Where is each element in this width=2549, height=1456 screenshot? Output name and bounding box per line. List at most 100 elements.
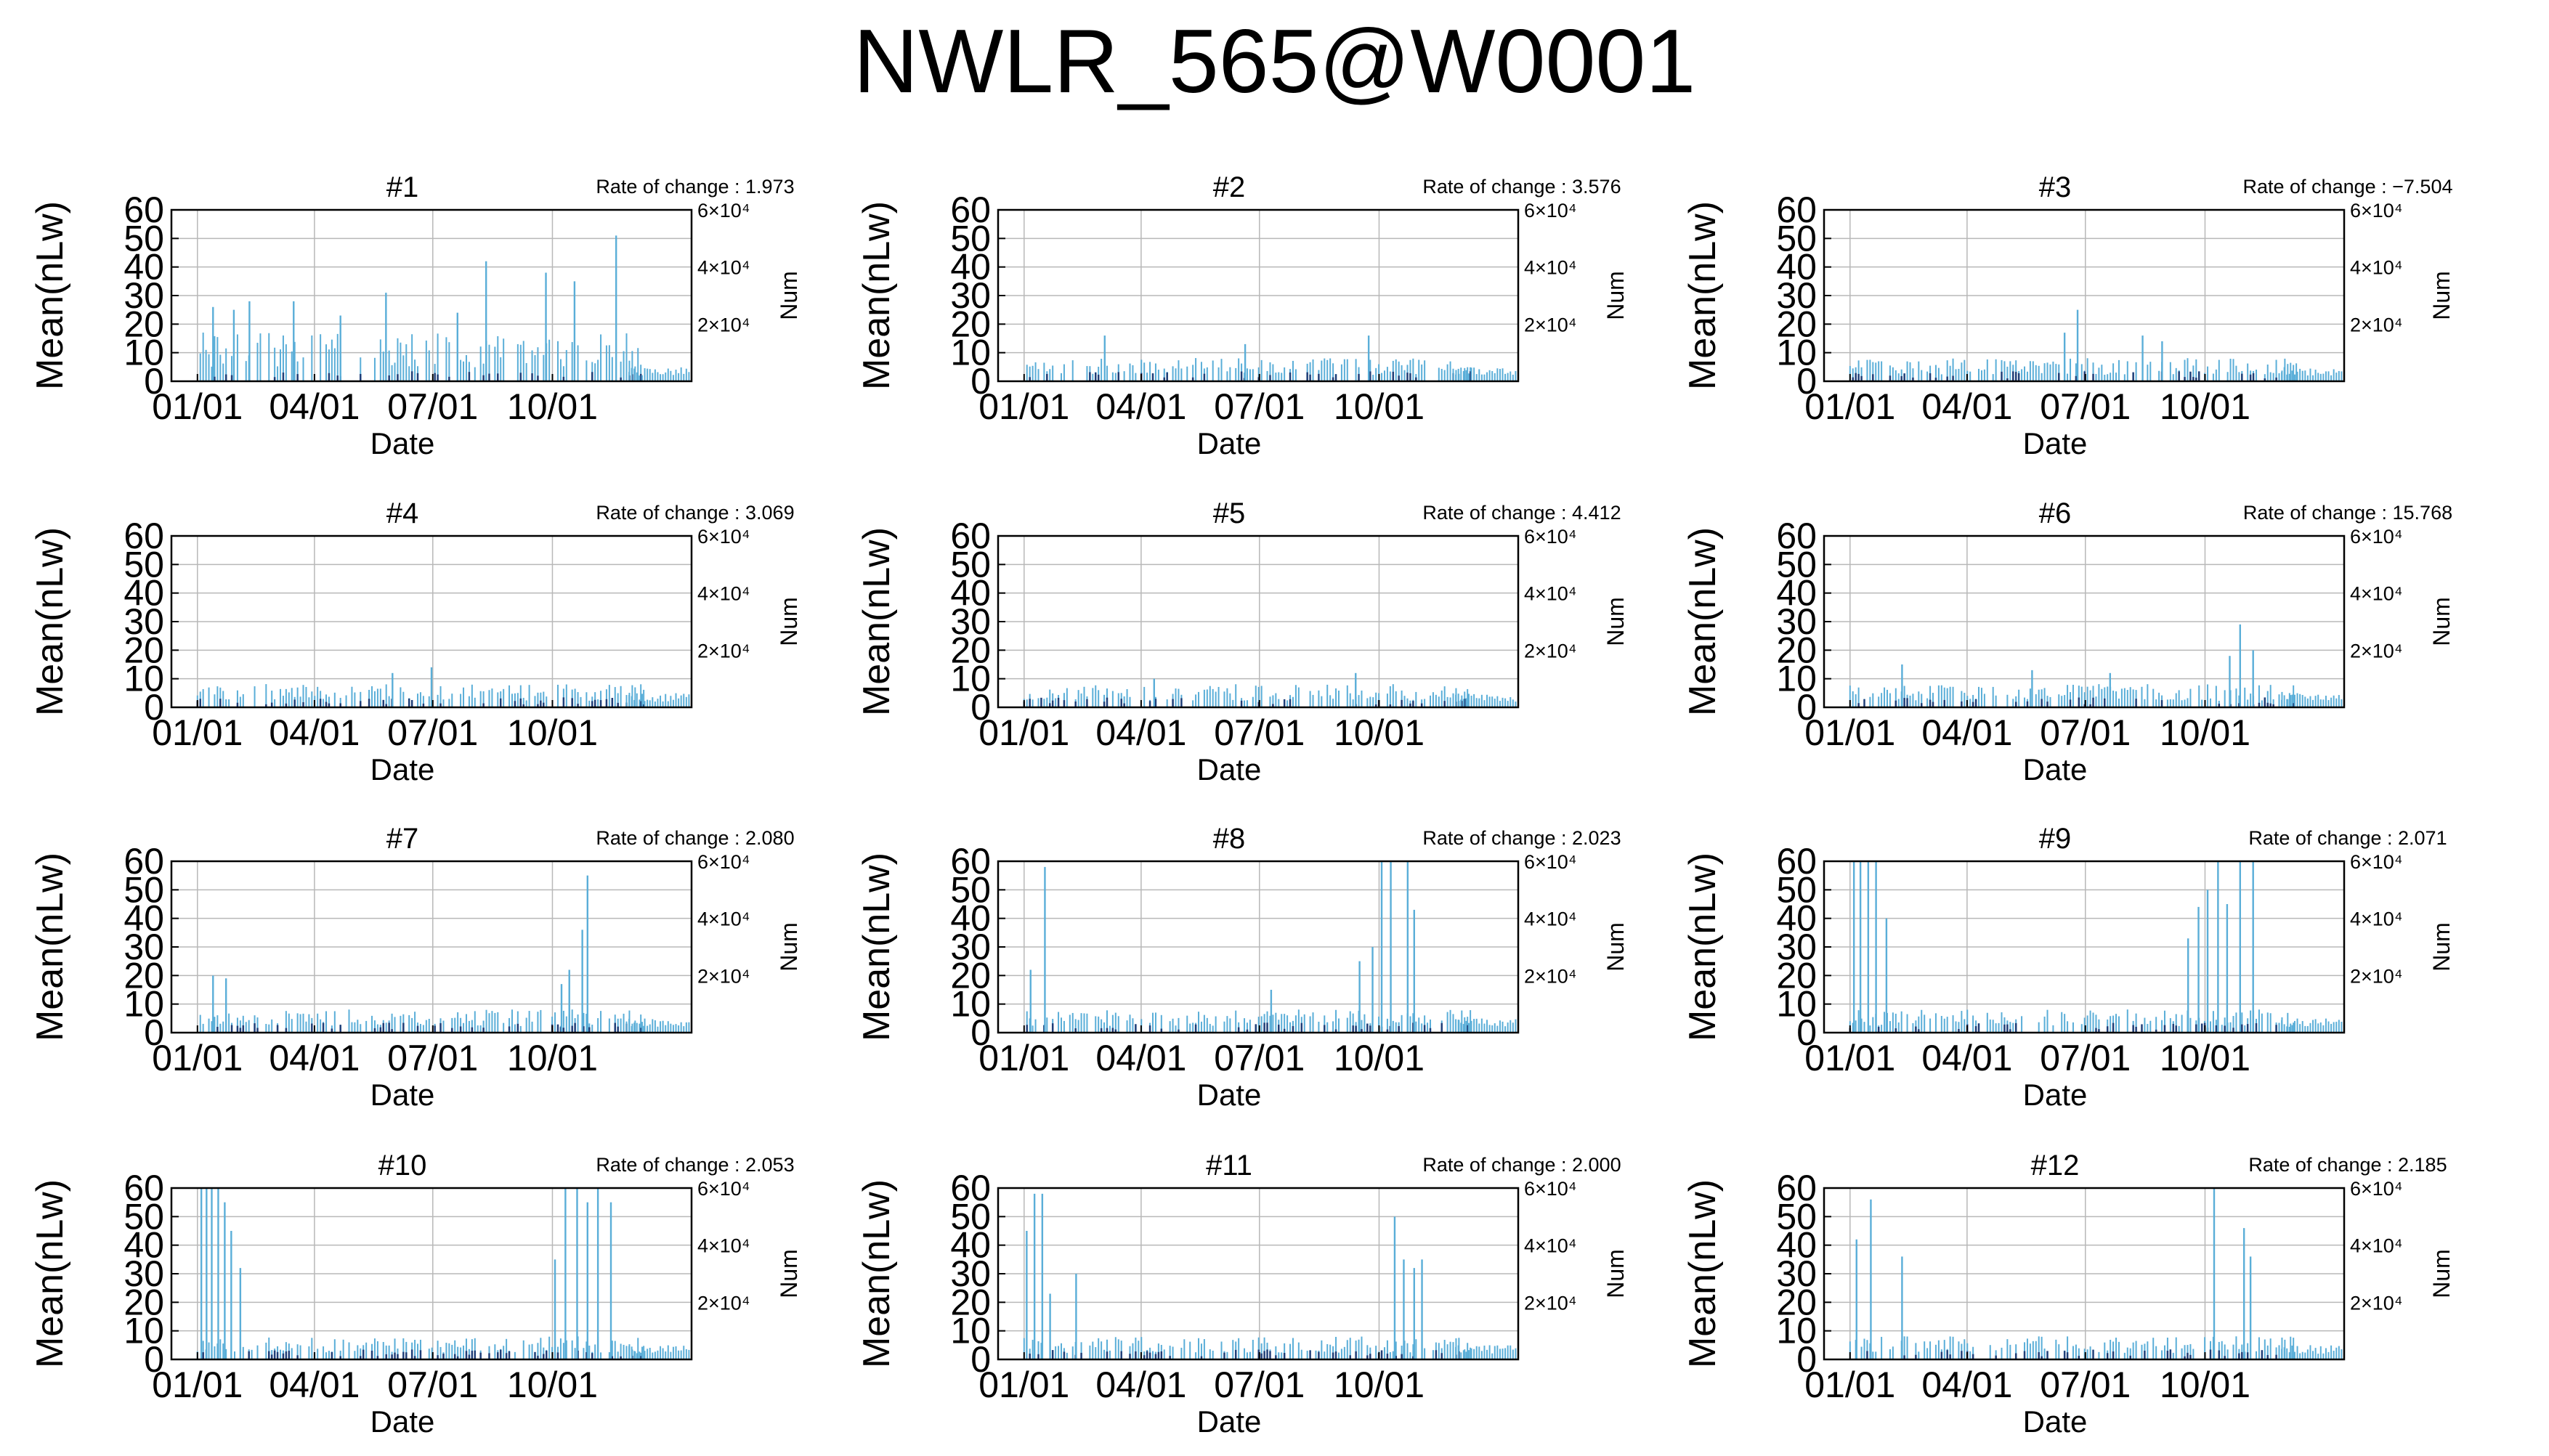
y-axis-label: Mean(nLw) [1682, 201, 1724, 390]
y2-tick-label: 6×10⁴ [1524, 851, 1576, 873]
y-axis-label: Mean(nLw) [1682, 853, 1724, 1041]
y-tick-label: 20 [123, 630, 164, 670]
rate-label: Rate of change : 3.576 [1422, 176, 1621, 198]
y-tick-label: 30 [950, 601, 991, 642]
y-tick-label: 10 [1776, 984, 1817, 1025]
y2-tick-label: 4×10⁴ [697, 1235, 750, 1257]
rate-label: Rate of change : 2.023 [1422, 827, 1621, 849]
y-tick-label: 60 [950, 841, 991, 882]
panel-title: #1 [386, 171, 419, 203]
y2-axis-label: Num [2428, 922, 2455, 972]
x-tick-label: 10/01 [2160, 712, 2250, 753]
y2-tick-label: 6×10⁴ [697, 851, 750, 873]
y-tick-label: 20 [1776, 1282, 1817, 1322]
y2-tick-label: 4×10⁴ [1524, 1235, 1576, 1257]
y-tick-label: 40 [1776, 573, 1817, 614]
x-tick-label: 04/01 [1921, 1038, 2012, 1078]
x-tick-label: 10/01 [2160, 1038, 2250, 1078]
y-axis-label: Mean(nLw) [29, 527, 71, 716]
x-tick-label: 04/01 [1921, 1365, 2012, 1405]
y-tick-label: 10 [950, 333, 991, 373]
y-axis-label: Mean(nLw) [856, 527, 898, 716]
rate-label: Rate of change : 4.412 [1422, 502, 1621, 524]
y2-tick-label: 2×10⁴ [697, 965, 750, 987]
x-tick-label: 10/01 [507, 1038, 598, 1078]
y2-tick-label: 2×10⁴ [2350, 640, 2402, 662]
y-tick-label: 60 [123, 1168, 164, 1208]
y-tick-label: 10 [123, 984, 164, 1025]
x-tick-label: 01/01 [978, 386, 1069, 427]
y2-tick-label: 6×10⁴ [697, 526, 750, 548]
y2-tick-label: 2×10⁴ [1524, 965, 1576, 987]
rate-label: Rate of change : 2.185 [2248, 1154, 2447, 1176]
x-tick-label: 10/01 [1334, 386, 1425, 427]
x-tick-label: 01/01 [1804, 386, 1895, 427]
y-tick-label: 0 [144, 687, 164, 728]
x-tick-label: 10/01 [1334, 712, 1425, 753]
x-tick-label: 07/01 [387, 1038, 478, 1078]
y2-tick-label: 4×10⁴ [2350, 257, 2402, 279]
y-tick-label: 40 [950, 573, 991, 614]
y-tick-label: 0 [1796, 687, 1817, 728]
y-tick-label: 50 [123, 1196, 164, 1237]
y2-tick-label: 4×10⁴ [1524, 908, 1576, 930]
y2-tick-label: 4×10⁴ [1524, 257, 1576, 279]
x-tick-label: 04/01 [1921, 386, 2012, 427]
y2-axis-label: Num [1602, 597, 1629, 646]
y-tick-label: 20 [1776, 955, 1817, 996]
x-tick-label: 04/01 [1095, 1038, 1186, 1078]
y-tick-label: 20 [123, 304, 164, 344]
x-tick-label: 04/01 [1095, 712, 1186, 753]
y-axis-label: Mean(nLw) [856, 201, 898, 390]
x-axis-label: Date [1197, 1404, 1262, 1439]
y-tick-label: 20 [123, 955, 164, 996]
y-tick-label: 50 [950, 544, 991, 585]
page-title: NWLR_565@W0001 [853, 12, 1696, 112]
y-tick-label: 50 [950, 869, 991, 910]
y2-tick-label: 2×10⁴ [1524, 1292, 1576, 1314]
y2-tick-label: 4×10⁴ [697, 257, 750, 279]
y-tick-label: 50 [1776, 544, 1817, 585]
panel-title: #12 [2031, 1150, 2080, 1182]
y-tick-label: 30 [1776, 275, 1817, 316]
x-tick-label: 07/01 [1214, 1365, 1305, 1405]
rate-label: Rate of change : 2.053 [596, 1154, 794, 1176]
x-tick-label: 07/01 [2040, 1365, 2131, 1405]
rate-label: Rate of change : 2.071 [2248, 827, 2447, 849]
y-tick-label: 60 [123, 190, 164, 230]
y-tick-label: 0 [1796, 1012, 1817, 1053]
y-tick-label: 30 [123, 275, 164, 316]
y-tick-label: 20 [950, 304, 991, 344]
y2-tick-label: 6×10⁴ [2350, 526, 2402, 548]
y2-tick-label: 6×10⁴ [1524, 1178, 1576, 1200]
x-tick-label: 04/01 [1095, 386, 1186, 427]
y-tick-label: 50 [950, 218, 991, 259]
y2-tick-label: 2×10⁴ [2350, 314, 2402, 335]
y2-tick-label: 6×10⁴ [697, 200, 750, 221]
x-tick-label: 07/01 [1214, 1038, 1305, 1078]
y-axis-label: Mean(nLw) [1682, 527, 1724, 716]
y2-tick-label: 6×10⁴ [1524, 526, 1576, 548]
y-tick-label: 30 [123, 927, 164, 967]
y-tick-label: 10 [1776, 333, 1817, 373]
y2-axis-label: Num [776, 1249, 802, 1298]
y2-tick-label: 6×10⁴ [697, 1178, 750, 1200]
y-tick-label: 40 [950, 898, 991, 939]
y2-tick-label: 2×10⁴ [2350, 965, 2402, 987]
y-tick-label: 40 [1776, 898, 1817, 939]
x-tick-label: 01/01 [978, 712, 1069, 753]
y-tick-label: 20 [123, 1282, 164, 1322]
y-tick-label: 0 [970, 361, 991, 402]
y2-tick-label: 2×10⁴ [697, 1292, 750, 1314]
y-axis-label: Mean(nLw) [29, 853, 71, 1041]
y-axis-label: Mean(nLw) [29, 201, 71, 390]
x-axis-label: Date [1197, 752, 1262, 786]
y-tick-label: 10 [1776, 1311, 1817, 1351]
y-tick-label: 50 [123, 218, 164, 259]
x-tick-label: 07/01 [2040, 386, 2131, 427]
